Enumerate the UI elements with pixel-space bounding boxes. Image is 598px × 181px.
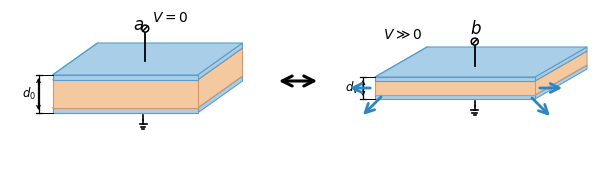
- Polygon shape: [375, 65, 587, 95]
- Polygon shape: [53, 80, 197, 108]
- Polygon shape: [197, 76, 243, 113]
- Polygon shape: [535, 47, 587, 81]
- Polygon shape: [53, 76, 243, 108]
- Polygon shape: [53, 108, 197, 113]
- Polygon shape: [53, 48, 243, 80]
- Text: $d_V$: $d_V$: [346, 80, 361, 96]
- Polygon shape: [375, 77, 535, 81]
- Polygon shape: [53, 43, 243, 75]
- Polygon shape: [197, 48, 243, 108]
- Polygon shape: [375, 95, 535, 99]
- Text: $V \gg 0$: $V \gg 0$: [383, 28, 422, 42]
- Text: a: a: [133, 16, 144, 34]
- Polygon shape: [53, 75, 197, 80]
- Text: $V = 0$: $V = 0$: [152, 11, 188, 25]
- Polygon shape: [375, 51, 587, 81]
- Polygon shape: [197, 43, 243, 80]
- Polygon shape: [535, 65, 587, 99]
- Polygon shape: [535, 51, 587, 95]
- Polygon shape: [375, 47, 587, 77]
- Text: $d_0$: $d_0$: [22, 86, 36, 102]
- Polygon shape: [375, 81, 535, 95]
- Text: b: b: [471, 20, 481, 38]
